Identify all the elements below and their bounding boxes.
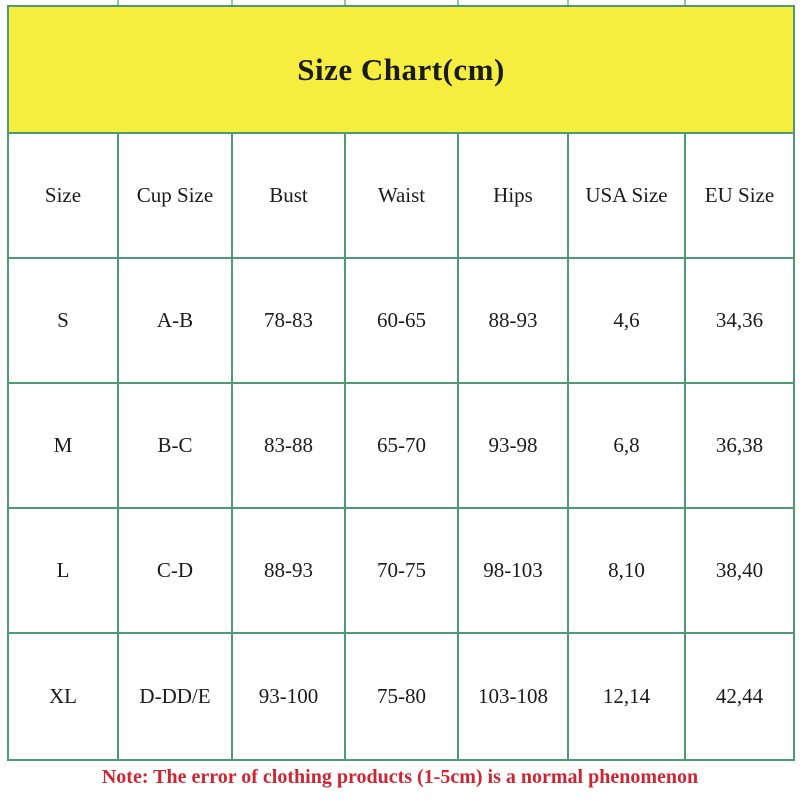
column-border-tick: [231, 0, 233, 6]
error-note: Note: The error of clothing products (1-…: [101, 766, 699, 788]
table-row-l: L C-D 88-93 70-75 98-103 8,10 38,40: [7, 507, 795, 634]
column-header-hips: Hips: [457, 132, 569, 259]
column-border-tick: [117, 0, 119, 6]
bust-cell: 83-88: [231, 382, 346, 509]
hips-cell: 98-103: [457, 507, 569, 634]
eu-size-cell: 42,44: [684, 632, 795, 761]
column-header-waist: Waist: [344, 132, 459, 259]
waist-cell: 70-75: [344, 507, 459, 634]
usa-size-cell: 12,14: [567, 632, 686, 761]
waist-cell: 60-65: [344, 257, 459, 384]
usa-size-cell: 6,8: [567, 382, 686, 509]
cup-size-cell: D-DD/E: [117, 632, 233, 761]
title-banner-row: Size Chart(cm): [7, 5, 795, 134]
table-row-xl: XL D-DD/E 93-100 75-80 103-108 12,14 42,…: [7, 632, 795, 761]
table-row-s: S A-B 78-83 60-65 88-93 4,6 34,36: [7, 257, 795, 384]
eu-size-cell: 38,40: [684, 507, 795, 634]
size-cell: L: [7, 507, 119, 634]
column-header-row: Size Cup Size Bust Waist Hips USA Size E…: [7, 132, 795, 259]
chart-title: Size Chart(cm): [7, 5, 795, 134]
size-chart-table: Size Chart(cm) Size Cup Size Bust Waist …: [7, 5, 795, 761]
size-cell: XL: [7, 632, 119, 761]
size-cell: S: [7, 257, 119, 384]
waist-cell: 65-70: [344, 382, 459, 509]
cup-size-cell: B-C: [117, 382, 233, 509]
hips-cell: 103-108: [457, 632, 569, 761]
column-header-size: Size: [7, 132, 119, 259]
column-header-usa-size: USA Size: [567, 132, 686, 259]
bust-cell: 78-83: [231, 257, 346, 384]
hips-cell: 88-93: [457, 257, 569, 384]
size-cell: M: [7, 382, 119, 509]
table-row-m: M B-C 83-88 65-70 93-98 6,8 36,38: [7, 382, 795, 509]
usa-size-cell: 4,6: [567, 257, 686, 384]
eu-size-cell: 34,36: [684, 257, 795, 384]
column-header-bust: Bust: [231, 132, 346, 259]
bust-cell: 93-100: [231, 632, 346, 761]
cup-size-cell: C-D: [117, 507, 233, 634]
bust-cell: 88-93: [231, 507, 346, 634]
column-header-cup-size: Cup Size: [117, 132, 233, 259]
column-border-tick: [457, 0, 459, 6]
column-header-eu-size: EU Size: [684, 132, 795, 259]
usa-size-cell: 8,10: [567, 507, 686, 634]
column-border-tick: [684, 0, 686, 6]
column-border-tick: [567, 0, 569, 6]
eu-size-cell: 36,38: [684, 382, 795, 509]
column-border-tick: [344, 0, 346, 6]
waist-cell: 75-80: [344, 632, 459, 761]
cup-size-cell: A-B: [117, 257, 233, 384]
hips-cell: 93-98: [457, 382, 569, 509]
